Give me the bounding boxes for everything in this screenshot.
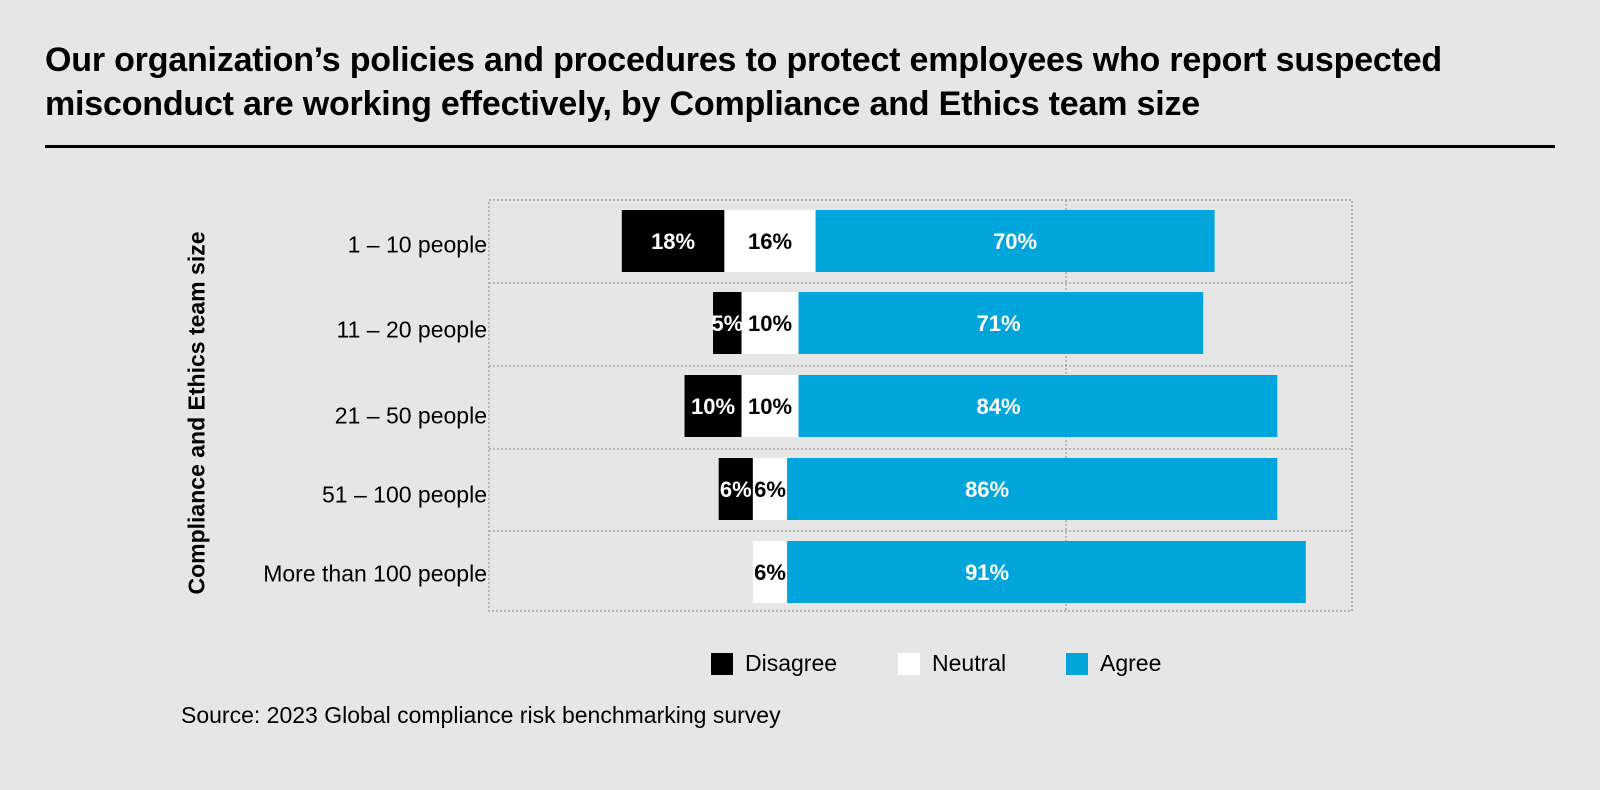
bar-agree: [798, 292, 1204, 354]
legend-swatch-agree: [1066, 652, 1088, 675]
legend-item-disagree: Disagree: [711, 650, 837, 677]
bar-neutral: [724, 210, 816, 272]
legend-label: Agree: [1100, 650, 1162, 676]
legend-item-agree: Agree: [1066, 650, 1161, 677]
category-label: More than 100 people: [263, 560, 487, 587]
bar-agree: [798, 375, 1278, 437]
legend-label: Disagree: [745, 650, 838, 676]
bar-agree: [815, 210, 1215, 272]
data-label: 16%: [748, 229, 792, 254]
legend-item-neutral: Neutral: [898, 650, 1006, 677]
title-divider: [45, 145, 1555, 148]
bar-neutral: [752, 541, 788, 603]
bar-disagree: [684, 375, 742, 437]
data-label: 18%: [651, 229, 695, 254]
data-label: 6%: [754, 477, 786, 502]
category-label: 51 – 100 people: [322, 481, 487, 508]
data-label: 6%: [720, 477, 752, 502]
data-label: 71%: [976, 311, 1020, 336]
legend-swatch-neutral: [898, 652, 920, 675]
chart-title: Our organization’s policies and procedur…: [45, 41, 1443, 123]
data-label: 10%: [691, 394, 735, 419]
data-label: 84%: [976, 394, 1020, 419]
plot-border: [488, 199, 1353, 612]
bar-agree: [787, 541, 1306, 603]
bar-neutral: [752, 458, 788, 520]
legend-label: Neutral: [932, 650, 1007, 676]
category-label: 11 – 20 people: [336, 316, 488, 343]
data-label: 10%: [748, 311, 792, 336]
bar-disagree: [713, 292, 742, 354]
data-label: 91%: [965, 560, 1009, 585]
category-label: 21 – 50 people: [334, 402, 487, 429]
data-label: 5%: [711, 311, 743, 336]
bar-disagree: [621, 210, 725, 272]
legend-swatch-disagree: [711, 652, 733, 675]
bar-disagree: [718, 458, 753, 520]
category-label: 1 – 10 people: [347, 231, 487, 258]
bar-agree: [787, 458, 1278, 520]
data-label: 10%: [748, 394, 792, 419]
data-label: 86%: [965, 477, 1009, 502]
bar-neutral: [741, 375, 799, 437]
data-label: 70%: [993, 229, 1037, 254]
data-label: 6%: [754, 560, 786, 585]
source-note: Source: 2023 Global compliance risk benc…: [181, 702, 781, 728]
bar-neutral: [741, 292, 799, 354]
